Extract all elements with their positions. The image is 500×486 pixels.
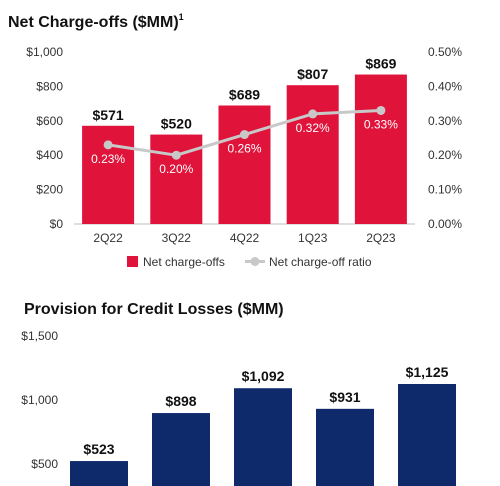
bar-value-label: $898	[165, 393, 196, 409]
ratio-point	[103, 140, 113, 150]
chart1-legend: Net charge-offs Net charge-off ratio	[127, 255, 372, 269]
bar-value-label: $869	[365, 56, 396, 72]
y-tick-label: $1,500	[21, 329, 58, 343]
chart1-categories: 2Q22 3Q22 4Q22 1Q23 2Q23	[93, 231, 395, 245]
bar-value-label: $523	[83, 441, 114, 457]
bar	[234, 388, 292, 486]
ratio-value-label: 0.20%	[159, 162, 193, 176]
category-label: 2Q23	[366, 231, 396, 245]
y2-tick-label: 0.50%	[428, 45, 462, 59]
chart2-bars: $523 $898 $1,092 $931 $1,125	[70, 364, 456, 486]
category-label: 4Q22	[230, 231, 260, 245]
bar	[316, 408, 374, 486]
bar	[354, 74, 407, 224]
legend-label: Net charge-off ratio	[269, 255, 372, 269]
chart1-left-axis: $0 $200 $400 $600 $800 $1,000	[26, 45, 63, 231]
bar-value-label: $571	[93, 107, 124, 123]
legend-label: Net charge-offs	[143, 255, 225, 269]
y-tick-label: $1,000	[21, 393, 58, 407]
chart2-left-axis: $500 $1,000 $1,500	[21, 329, 58, 471]
net-charge-offs-chart: Net Charge-offs ($MM)1 $0 $200 $400 $600 $80…	[8, 12, 462, 269]
y-tick-label: $0	[50, 217, 64, 231]
bar-value-label: $931	[329, 389, 360, 405]
y-tick-label: $800	[36, 79, 63, 93]
ratio-point	[376, 105, 386, 115]
y-tick-label: $600	[36, 114, 63, 128]
chart1-ratio-line: 0.23% 0.20% 0.26% 0.32% 0.33%	[91, 105, 398, 176]
chart1-title-superscript: 1	[179, 12, 184, 22]
category-label: 1Q23	[298, 231, 328, 245]
bar	[398, 384, 456, 486]
chart1-right-axis: 0.00% 0.10% 0.20% 0.30% 0.40% 0.50%	[428, 45, 462, 231]
category-label: 3Q22	[162, 231, 192, 245]
bar	[286, 85, 339, 224]
chart1-title: Net Charge-offs ($MM)1	[8, 12, 184, 31]
bar	[70, 461, 128, 486]
bar-value-label: $520	[161, 116, 192, 132]
y2-tick-label: 0.10%	[428, 183, 462, 197]
legend-swatch-marker	[250, 257, 260, 266]
y-tick-label: $200	[36, 183, 63, 197]
legend-swatch-bar	[127, 256, 138, 267]
bar-value-label: $807	[297, 66, 328, 82]
ratio-point	[308, 109, 318, 119]
y2-tick-label: 0.30%	[428, 114, 462, 128]
y2-tick-label: 0.20%	[428, 148, 462, 162]
category-label: 2Q22	[93, 231, 123, 245]
bar	[152, 413, 210, 486]
bar-value-label: $1,092	[242, 368, 285, 384]
y-tick-label: $1,000	[26, 45, 63, 59]
ratio-value-label: 0.33%	[364, 117, 398, 131]
ratio-value-label: 0.26%	[227, 142, 261, 156]
chart2-title: Provision for Credit Losses ($MM)	[24, 301, 284, 318]
y-tick-label: $400	[36, 148, 63, 162]
ratio-value-label: 0.32%	[296, 121, 330, 135]
provision-chart: Provision for Credit Losses ($MM) $500 $1…	[21, 301, 456, 486]
ratio-value-label: 0.23%	[91, 152, 125, 166]
chart1-bars: $571 $520 $689 $807 $869	[82, 56, 407, 224]
y2-tick-label: 0.00%	[428, 217, 462, 231]
y-tick-label: $500	[31, 457, 58, 471]
bar	[150, 134, 203, 224]
bar	[218, 105, 271, 224]
bar-value-label: $1,125	[406, 364, 449, 380]
ratio-point	[171, 150, 181, 160]
y2-tick-label: 0.40%	[428, 79, 462, 93]
bar-value-label: $689	[229, 86, 260, 102]
ratio-point	[240, 130, 249, 140]
